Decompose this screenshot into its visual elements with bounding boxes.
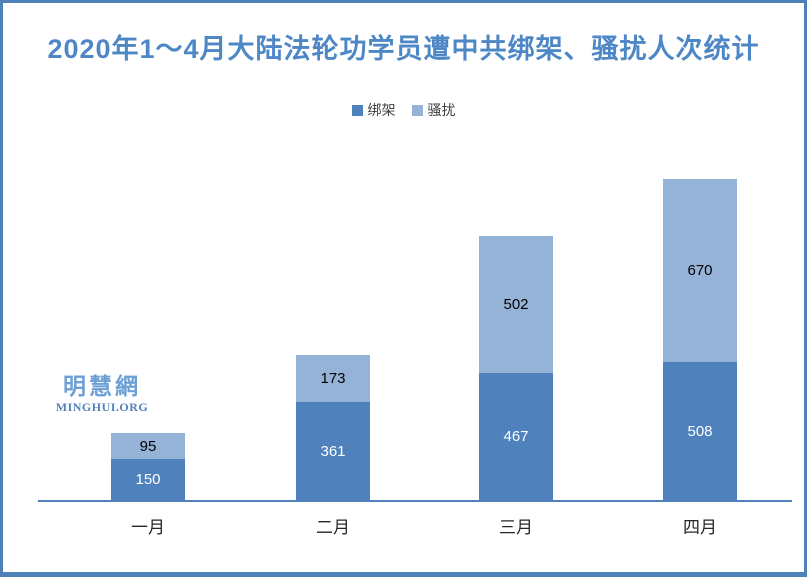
minghui-logo-url: MINGHUI.ORG (55, 400, 149, 414)
bar-value-label: 361 (320, 442, 346, 460)
minghui-logo: 明慧網 MINGHUI.ORG (50, 373, 154, 414)
x-axis-label-month4: 四月 (683, 518, 717, 537)
bar-segment-kidnap-month1: 150 (111, 459, 185, 500)
minghui-logo-chinese: 明慧網 (63, 373, 141, 399)
legend-swatch-kidnap (351, 105, 363, 116)
bar-segment-harass-month2: 173 (296, 355, 370, 402)
x-axis-line (38, 500, 792, 502)
bar-segment-kidnap-month4: 508 (663, 362, 737, 500)
bar-segment-harass-month3: 502 (479, 236, 553, 373)
bar-value-label: 95 (139, 437, 157, 455)
x-axis-label-month2: 二月 (316, 518, 350, 537)
legend-item-harass: 骚扰 (411, 102, 456, 118)
bar-value-label: 150 (135, 471, 161, 488)
chart-title: 2020年1～4月大陆法轮功学员遭中共绑架、骚扰人次统计 (47, 34, 760, 64)
legend-label: 绑架 (367, 102, 396, 118)
bar-value-label: 508 (687, 422, 713, 440)
legend-item-kidnap: 绑架 (351, 102, 396, 118)
legend-swatch-harass (411, 105, 423, 116)
bar-value-label: 173 (320, 370, 346, 387)
bar-value-label: 467 (503, 428, 529, 445)
plot-area: 150 95 一月 361 173 二月 467 502 三月 508 670 四月 (3, 3, 804, 572)
legend-label: 骚扰 (427, 102, 456, 118)
bar-value-label: 502 (503, 296, 529, 313)
bar-segment-kidnap-month3: 467 (479, 373, 553, 500)
bar-segment-kidnap-month2: 361 (296, 402, 370, 500)
bar-segment-harass-month4: 670 (663, 179, 737, 362)
bar-segment-harass-month1: 95 (111, 433, 185, 459)
x-axis-label-month3: 三月 (499, 518, 533, 537)
legend: 绑架 骚扰 (3, 100, 804, 120)
bar-value-label: 670 (687, 262, 713, 279)
x-axis-label-month1: 一月 (131, 518, 165, 537)
